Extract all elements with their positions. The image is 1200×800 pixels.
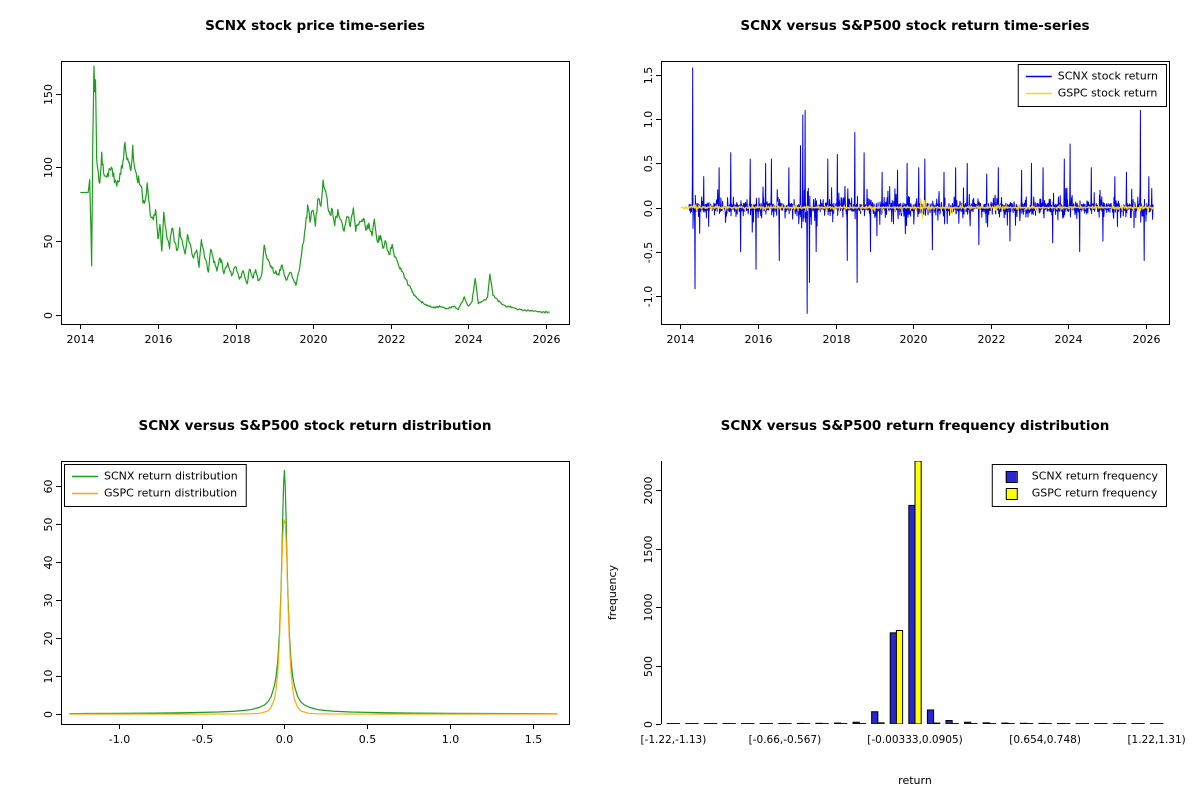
panel-price-timeseries: SCNX stock price time-series <box>0 0 600 400</box>
panel-return-frequency: SCNX versus S&P500 return frequency dist… <box>600 400 1200 800</box>
return-frequency-canvas <box>600 400 1200 800</box>
return-timeseries-canvas <box>600 0 1200 400</box>
panel-return-distribution: SCNX versus S&P500 stock return distribu… <box>0 400 600 800</box>
panel-return-timeseries: SCNX versus S&P500 stock return time-ser… <box>600 0 1200 400</box>
return-distribution-canvas <box>0 400 600 800</box>
price-timeseries-canvas <box>0 0 600 400</box>
